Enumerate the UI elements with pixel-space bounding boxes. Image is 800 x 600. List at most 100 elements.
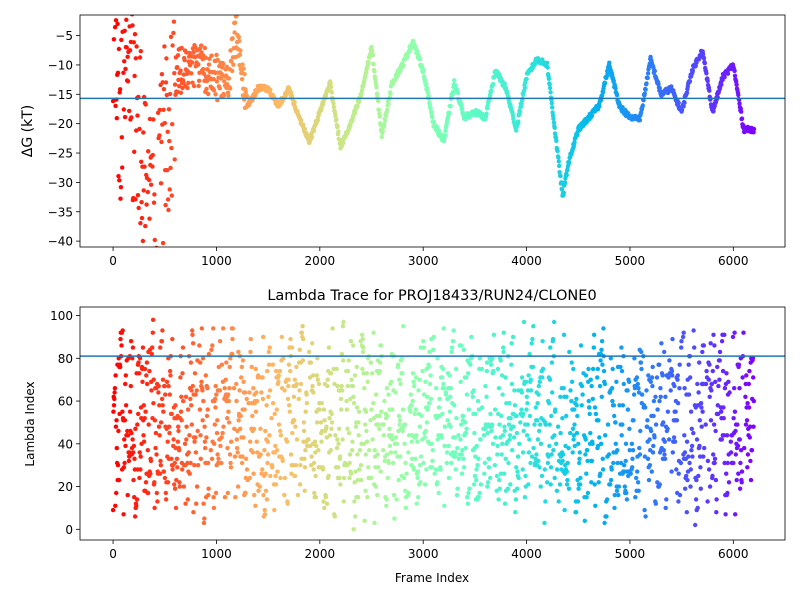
y-tick-label: 40 [58,437,73,451]
lambda-point [304,392,309,397]
lambda-point [334,445,340,451]
lambda-point [514,413,519,419]
lambda-point [504,401,509,406]
lambda-point [706,467,712,472]
lambda-point [740,375,745,380]
delta-g-point [226,93,231,98]
lambda-point [571,437,576,442]
lambda-point [121,512,126,517]
lambda-point [442,424,448,429]
delta-g-point [545,65,550,70]
delta-g-point [311,128,317,133]
lambda-point [579,383,585,389]
lambda-point [483,383,488,389]
lambda-point [165,439,170,444]
lambda-point [307,375,313,380]
lambda-point [337,426,342,431]
lambda-point [208,448,213,453]
lambda-point [428,396,434,402]
lambda-point [235,484,241,489]
lambda-point [500,433,506,438]
lambda-point [114,490,119,496]
lambda-point [606,452,612,457]
lambda-point [292,473,298,479]
delta-g-point [545,60,550,66]
lambda-point [147,368,152,374]
lambda-point [662,456,668,461]
lambda-points [110,317,756,532]
lambda-point [318,420,324,425]
lambda-point [585,490,591,496]
lambda-point [288,336,293,342]
lambda-point [466,407,471,412]
delta-g-point [199,50,204,55]
lambda-point [727,390,732,395]
lambda-point [150,330,155,335]
lambda-point [316,448,321,453]
lambda-point [296,396,301,402]
delta-g-point [113,18,119,23]
lambda-point [178,375,183,380]
lambda-point [387,426,392,431]
lambda-point [113,424,119,429]
lambda-point [131,450,136,455]
delta-g-point [168,34,174,39]
lambda-point [201,398,206,404]
delta-g-point [171,19,177,24]
lambda-point [618,364,623,370]
lambda-point [354,364,359,370]
delta-g-point [232,20,238,25]
delta-g-point [181,72,186,77]
lambda-point [564,413,569,419]
delta-g-point [589,113,595,118]
lambda-point [116,428,121,434]
lambda-point [403,460,408,466]
delta-g-point [172,71,177,76]
lambda-point [367,448,372,453]
delta-g-point [196,83,201,89]
lambda-point [379,409,384,414]
lambda-point [704,368,709,374]
lambda-point [155,499,160,504]
delta-g-y-axis: −40−35−30−25−20−15−10−5 [48,29,80,249]
lambda-point [510,448,515,453]
lambda-point [500,392,505,397]
lambda-point [205,386,210,391]
lambda-point [170,336,175,342]
lambda-point [421,392,427,397]
lambda-point [390,437,395,442]
lambda-point [464,375,469,380]
lambda-point [241,435,246,440]
lambda-point [299,330,305,335]
delta-g-point [116,46,122,52]
lambda-point [449,460,454,466]
lambda-point [358,463,364,468]
lambda-point [424,467,429,472]
lambda-point [486,465,492,470]
lambda-point [663,394,668,399]
lambda-point [134,497,140,502]
delta-g-point [682,100,687,105]
lambda-point [136,371,142,376]
delta-g-point [421,68,426,73]
lambda-point [624,497,630,502]
lambda-point [144,373,149,378]
lambda-point [324,424,329,429]
lambda-point [732,330,737,335]
lambda-point [128,339,134,344]
lambda-point [497,477,502,483]
x-tick-label: 3000 [408,547,439,561]
delta-g-point [199,43,204,48]
delta-g-point [552,131,558,136]
lambda-point [317,407,322,412]
lambda-point [232,426,237,431]
lambda-point [240,358,246,363]
lambda-point [527,351,532,357]
lambda-point [445,418,450,423]
lambda-point [451,328,456,333]
lambda-point [556,499,561,504]
lambda-point [678,460,684,466]
lambda-point [682,386,687,391]
lambda-point [650,364,655,370]
